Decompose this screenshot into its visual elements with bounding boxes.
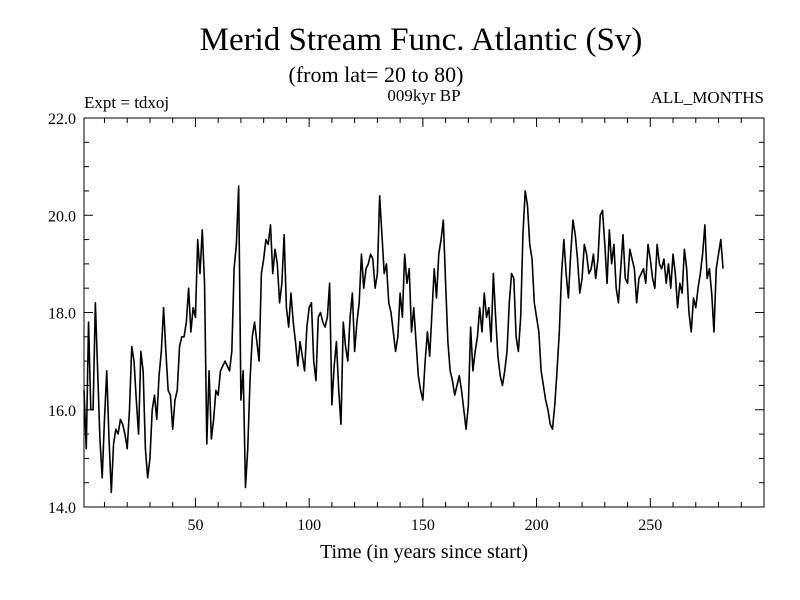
- annotation-months: ALL_MONTHS: [651, 88, 764, 107]
- x-tick-label: 200: [525, 517, 549, 534]
- x-tick-label: 100: [297, 517, 321, 534]
- series-layer: [83, 185, 724, 494]
- plot-frame: [83, 117, 765, 508]
- annotation-expt: Expt = tdxoj: [84, 93, 169, 112]
- x-axis: 50 100 150 200 250: [103, 118, 765, 534]
- x-axis-label: Time (in years since start): [320, 541, 528, 563]
- y-tick-label: 16.0: [48, 403, 76, 420]
- y-tick-label: 14.0: [48, 500, 76, 517]
- y-axis: 14.0 16.0 18.0 20.0 22.0: [48, 111, 764, 517]
- chart-title: Merid Stream Func. Atlantic (Sv): [200, 22, 643, 58]
- x-tick-label: 150: [411, 517, 435, 534]
- y-tick-label: 22.0: [48, 111, 76, 128]
- annotation-period: 009kyr BP: [387, 86, 460, 105]
- series-line: [83, 185, 724, 494]
- x-tick-label: 250: [638, 517, 662, 534]
- y-tick-label: 20.0: [48, 208, 76, 225]
- x-tick-label: 50: [187, 517, 203, 534]
- y-tick-label: 18.0: [48, 306, 76, 323]
- chart-subtitle: (from lat= 20 to 80): [289, 62, 464, 87]
